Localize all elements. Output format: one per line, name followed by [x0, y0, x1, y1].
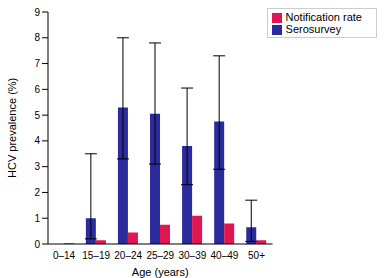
svg-text:2: 2	[34, 187, 40, 198]
svg-text:4: 4	[34, 135, 40, 146]
svg-text:Age (years): Age (years)	[132, 266, 189, 278]
svg-text:1: 1	[34, 213, 40, 224]
svg-text:25–29: 25–29	[146, 250, 174, 261]
svg-text:6: 6	[34, 84, 40, 95]
svg-text:7: 7	[34, 58, 40, 69]
svg-text:8: 8	[34, 32, 40, 43]
svg-text:50+: 50+	[248, 250, 265, 261]
html-text:Serosurvey: Serosurvey	[285, 23, 342, 36]
svg-text:HCV prevalence (%): HCV prevalence (%)	[8, 78, 18, 178]
svg-text:20–24: 20–24	[114, 250, 142, 261]
svg-text:5: 5	[34, 110, 40, 121]
svg-text:0: 0	[34, 239, 40, 250]
svg-text:30–39: 30–39	[178, 250, 206, 261]
svg-text:15–19: 15–19	[82, 250, 110, 261]
html-text:Notification rate: Notification rate	[285, 11, 362, 23]
svg-text:9: 9	[34, 7, 40, 18]
svg-text:40–49: 40–49	[211, 250, 239, 261]
svg-text:0–14: 0–14	[53, 250, 76, 261]
svg-text:3: 3	[34, 161, 40, 172]
